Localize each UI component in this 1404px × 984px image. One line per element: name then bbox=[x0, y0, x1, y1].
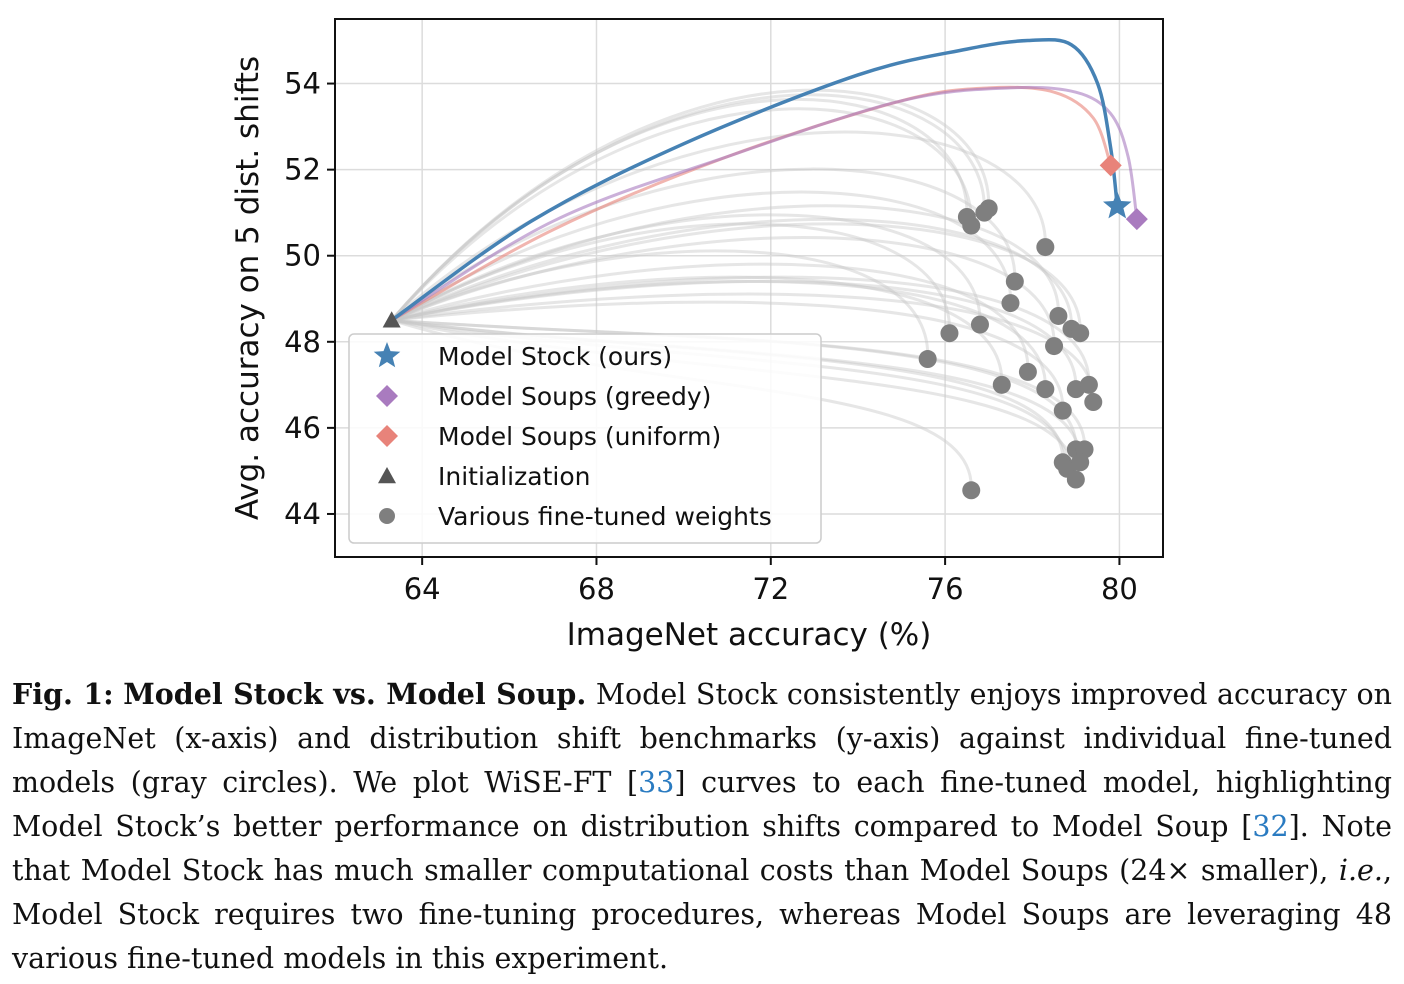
finetuned-weight-point bbox=[918, 350, 937, 369]
legend-label: Various fine-tuned weights bbox=[438, 502, 772, 531]
caption-text-1: Model Stock consistently enjoys improved… bbox=[12, 678, 1392, 799]
finetuned-weight-point bbox=[957, 207, 976, 226]
x-tick-label: 80 bbox=[1101, 572, 1138, 606]
y-tick-label: 54 bbox=[284, 67, 321, 101]
y-tick-label: 48 bbox=[284, 325, 321, 359]
finetuned-weight-point bbox=[992, 375, 1011, 394]
y-tick-label: 52 bbox=[284, 153, 321, 187]
finetuned-weight-point bbox=[1005, 272, 1024, 291]
wise-ft-curve bbox=[391, 249, 930, 360]
finetuned-weight-point bbox=[940, 324, 959, 343]
initialization-marker bbox=[382, 311, 401, 328]
finetuned-weight-point bbox=[1018, 362, 1037, 381]
wise-ft-curve bbox=[391, 292, 1095, 403]
wise-ft-curve bbox=[390, 213, 982, 325]
finetuned-points bbox=[918, 199, 1103, 500]
finetuned-weight-point bbox=[975, 203, 994, 222]
model-stock-marker bbox=[1103, 191, 1132, 219]
y-tick-label: 50 bbox=[284, 239, 321, 273]
legend: Model Stock (ours) Model Soups (greedy) Mo… bbox=[348, 333, 822, 544]
citation-link-33[interactable]: 33 bbox=[638, 766, 675, 799]
wise-ft-curve bbox=[390, 190, 1012, 322]
figure-caption: Fig. 1: Model Stock vs. Model Soup. Mode… bbox=[12, 672, 1392, 981]
legend-diamond-icon bbox=[376, 425, 398, 447]
x-tick-label: 72 bbox=[752, 572, 789, 606]
finetuned-weight-point bbox=[1045, 337, 1064, 356]
wise-ft-curve bbox=[390, 167, 1017, 322]
wise-ft-curve bbox=[391, 222, 1082, 334]
y-tick-label: 46 bbox=[284, 411, 321, 445]
caption-fig-title: Model Stock vs. Model Soup. bbox=[123, 677, 587, 711]
stock-series-line bbox=[390, 37, 1119, 322]
finetuned-weight-point bbox=[1053, 401, 1072, 420]
finetuned-weight-point bbox=[1084, 393, 1103, 412]
caption-text-2: ] curves to each fine-tuned model, highl… bbox=[12, 766, 1392, 843]
wise-ft-curve bbox=[391, 236, 1056, 347]
method-markers bbox=[382, 154, 1148, 328]
wise-ft-curve bbox=[390, 93, 986, 322]
finetuned-weight-point bbox=[1079, 375, 1098, 394]
uniform-soup-marker bbox=[1099, 154, 1122, 177]
wise-ft-curve bbox=[390, 107, 973, 322]
legend-label: Model Soups (uniform) bbox=[438, 422, 721, 451]
caption-fig-label: Fig. 1: bbox=[12, 677, 114, 711]
finetuned-weight-point bbox=[1036, 238, 1055, 257]
chart: 64 68 72 76 80 44 46 48 50 52 54 ImageNet accurac… bbox=[230, 18, 1164, 653]
legend-label: Initialization bbox=[438, 462, 590, 491]
x-axis-ticks: 64 68 72 76 80 bbox=[404, 557, 1138, 606]
x-tick-label: 76 bbox=[927, 572, 964, 606]
finetuned-weight-point bbox=[1071, 324, 1090, 343]
plot-frame bbox=[334, 18, 1164, 558]
finetuned-weight-point bbox=[1036, 380, 1055, 399]
wise-ft-curve bbox=[390, 222, 951, 334]
greedy-series-line bbox=[390, 85, 1139, 322]
wise-ft-curve bbox=[390, 88, 991, 322]
legend-circle-icon bbox=[379, 508, 395, 524]
series-lines bbox=[390, 37, 1139, 322]
y-tick-label: 44 bbox=[284, 497, 321, 531]
wise-ft-curve bbox=[391, 275, 1091, 385]
legend-label: Model Stock (ours) bbox=[438, 342, 672, 371]
citation-link-32[interactable]: 32 bbox=[1252, 810, 1289, 843]
legend-label: Model Soups (greedy) bbox=[438, 382, 711, 411]
legend-triangle-icon bbox=[378, 467, 396, 484]
wise-ft-curve bbox=[391, 217, 1073, 329]
finetuned-weight-point bbox=[962, 481, 981, 500]
caption-text-4: , Model Stock requires two fine-tuning p… bbox=[12, 854, 1392, 975]
wise-ft-curve bbox=[390, 204, 1060, 322]
wise-ft-curve bbox=[391, 262, 1030, 372]
x-tick-label: 64 bbox=[404, 572, 441, 606]
finetuned-weight-point bbox=[1066, 470, 1085, 489]
y-axis-title: Avg. accuracy on 5 dist. shifts bbox=[230, 56, 266, 520]
caption-text-3: ]. Note that Model Stock has much smalle… bbox=[12, 810, 1392, 887]
y-axis-ticks: 44 46 48 50 52 54 bbox=[284, 67, 335, 531]
legend-star-icon bbox=[373, 342, 401, 368]
wise-ft-curve bbox=[391, 275, 1004, 385]
x-axis-title: ImageNet accuracy (%) bbox=[567, 617, 932, 653]
caption-ie: i.e. bbox=[1338, 854, 1383, 887]
finetuned-weight-point bbox=[1049, 306, 1068, 325]
finetuned-weight-point bbox=[970, 315, 989, 334]
finetuned-weight-point bbox=[1071, 453, 1090, 472]
wise-ft-curves bbox=[390, 88, 1095, 491]
greedy-soup-marker bbox=[1125, 208, 1148, 231]
finetuned-weight-point bbox=[1001, 294, 1020, 313]
legend-box bbox=[348, 333, 822, 544]
wise-ft-curve bbox=[391, 300, 1065, 411]
x-tick-label: 68 bbox=[578, 572, 615, 606]
wise-ft-curve bbox=[390, 97, 969, 322]
legend-diamond-icon bbox=[376, 385, 398, 407]
wise-ft-curve bbox=[391, 280, 1047, 390]
